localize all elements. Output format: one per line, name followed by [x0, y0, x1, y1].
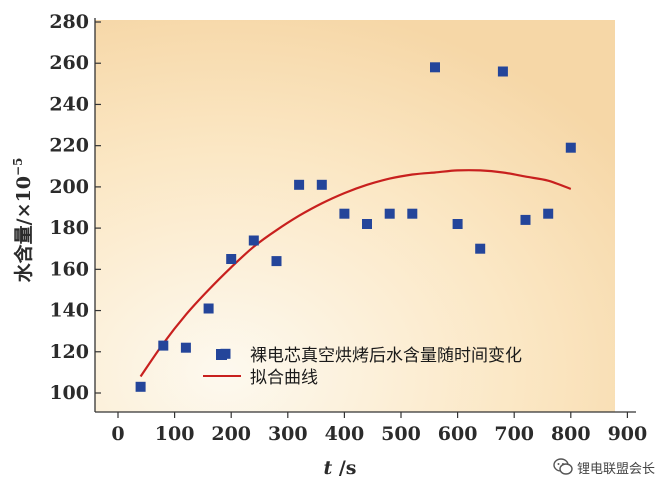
y-tick-label: 140 — [49, 300, 89, 322]
watermark: 锂电联盟会长 — [553, 457, 655, 477]
data-point — [226, 254, 237, 264]
x-tick-label: 200 — [211, 423, 251, 445]
x-axis-title: t /s — [323, 457, 356, 479]
legend: 裸电芯真空烘烤后水含量随时间变化 拟合曲线 — [203, 346, 522, 388]
x-tick-label: 300 — [268, 423, 308, 445]
x-tick-label: 900 — [608, 423, 648, 445]
data-point — [407, 208, 418, 219]
x-axis: 0 100 200 300 400 500 600 700 800 900 — [95, 411, 648, 445]
x-tick-label: 500 — [381, 423, 421, 445]
y-tick-label: 200 — [49, 176, 89, 198]
data-point — [271, 256, 282, 267]
y-axis-title: 水含量/×10−5 — [11, 158, 35, 283]
data-point — [452, 219, 463, 229]
x-tick-label: 400 — [325, 423, 365, 445]
y-tick-label: 220 — [49, 135, 89, 157]
y-tick-label: 120 — [49, 341, 89, 363]
data-point — [294, 179, 305, 190]
x-tick-label: 0 — [111, 423, 124, 445]
legend-marker-square — [216, 349, 227, 360]
legend-entry-scatter: 裸电芯真空烘烤后水含量随时间变化 — [250, 346, 522, 366]
data-point — [543, 208, 554, 219]
data-point — [248, 235, 259, 246]
data-point — [158, 340, 169, 351]
y-tick-label: 260 — [49, 52, 89, 74]
y-tick-label: 100 — [49, 382, 89, 404]
data-points-layer — [135, 62, 576, 392]
y-tick-label: 280 — [49, 11, 89, 33]
data-point — [135, 381, 146, 392]
x-tick-label: 700 — [494, 423, 534, 445]
data-point — [316, 179, 327, 190]
wechat-icon — [553, 458, 573, 475]
y-axis: 100 120 140 160 180 200 220 240 260 280 — [49, 11, 101, 412]
fit-curve-line — [139, 169, 572, 378]
data-point — [362, 219, 372, 229]
y-tick-label: 180 — [49, 217, 89, 239]
x-tick-label: 100 — [155, 423, 195, 445]
data-point — [384, 208, 395, 219]
data-point — [430, 62, 440, 73]
data-point — [475, 243, 486, 254]
x-tick-label: 800 — [551, 423, 591, 445]
data-point — [203, 303, 214, 314]
legend-entry-fit: 拟合曲线 — [250, 368, 318, 388]
fit-curve-layer — [139, 169, 572, 378]
y-tick-label: 160 — [49, 258, 89, 280]
data-point — [180, 342, 191, 353]
y-tick-label: 240 — [49, 93, 89, 115]
data-point — [497, 66, 508, 77]
data-point — [520, 214, 531, 225]
x-tick-label: 600 — [438, 423, 478, 445]
watermark-text: 锂电联盟会长 — [576, 461, 655, 477]
data-point — [339, 208, 350, 219]
data-point — [565, 142, 576, 153]
